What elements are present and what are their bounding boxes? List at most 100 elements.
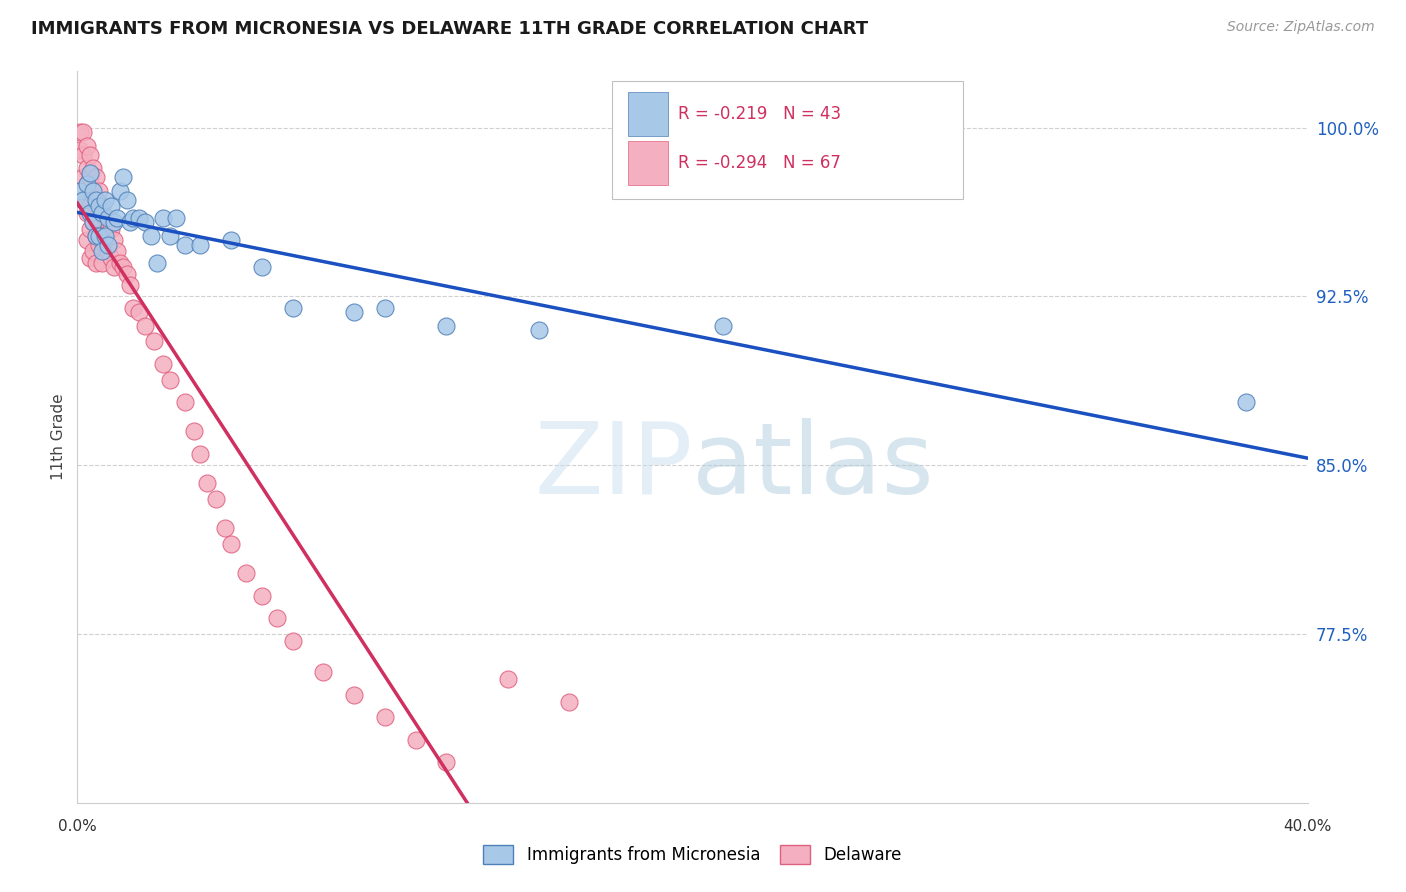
Point	[134, 215, 156, 229]
Point	[94, 211, 117, 225]
Point	[90, 228, 114, 243]
Point	[84, 170, 107, 185]
Text: atlas: atlas	[693, 417, 934, 515]
Text: ZIP: ZIP	[534, 417, 693, 515]
Point	[79, 222, 101, 236]
Point	[82, 215, 104, 229]
Point	[87, 237, 110, 252]
Point	[69, 184, 91, 198]
Point	[90, 255, 114, 269]
Point	[100, 251, 122, 265]
Point	[76, 206, 98, 220]
Point	[87, 211, 110, 225]
Point	[87, 228, 110, 243]
Point	[105, 211, 128, 225]
Point	[312, 665, 335, 680]
Point	[94, 228, 117, 243]
Legend: Immigrants from Micronesia, Delaware: Immigrants from Micronesia, Delaware	[484, 845, 901, 864]
Point	[69, 125, 91, 139]
Point	[281, 633, 304, 648]
Point	[90, 244, 114, 259]
Point	[134, 318, 156, 333]
Point	[374, 301, 396, 315]
Point	[97, 215, 120, 229]
Point	[79, 147, 101, 161]
Point	[118, 215, 141, 229]
Point	[90, 199, 114, 213]
Point	[110, 184, 132, 198]
Point	[76, 161, 98, 175]
Point	[183, 425, 205, 439]
Point	[374, 710, 396, 724]
Point	[250, 589, 273, 603]
Y-axis label: 11th Grade: 11th Grade	[51, 393, 66, 481]
Text: R = -0.294   N = 67: R = -0.294 N = 67	[678, 153, 841, 172]
Point	[79, 251, 101, 265]
Point	[115, 267, 138, 281]
Point	[219, 233, 242, 247]
Point	[527, 323, 550, 337]
Point	[97, 237, 120, 252]
Point	[195, 476, 218, 491]
Point	[72, 147, 94, 161]
Point	[84, 228, 107, 243]
Point	[112, 170, 135, 185]
Point	[174, 237, 197, 252]
Point	[87, 184, 110, 198]
Point	[79, 170, 101, 185]
Point	[152, 357, 174, 371]
Text: R = -0.219   N = 43: R = -0.219 N = 43	[678, 104, 841, 123]
Point	[110, 255, 132, 269]
Point	[146, 255, 169, 269]
Point	[82, 188, 104, 202]
Point	[72, 193, 94, 207]
Point	[188, 237, 212, 252]
Point	[82, 244, 104, 259]
Point	[115, 193, 138, 207]
Point	[159, 373, 181, 387]
Point	[343, 688, 366, 702]
Point	[121, 301, 143, 315]
Point	[79, 199, 101, 213]
Point	[266, 611, 288, 625]
Point	[87, 199, 110, 213]
Point	[94, 193, 117, 207]
Point	[69, 143, 91, 157]
Point	[219, 537, 242, 551]
Point	[235, 566, 257, 581]
Point	[76, 177, 98, 191]
Point	[84, 255, 107, 269]
Point	[128, 305, 150, 319]
Text: 0.0%: 0.0%	[58, 819, 97, 834]
Point	[97, 244, 120, 259]
Point	[174, 395, 197, 409]
Point	[405, 732, 427, 747]
Text: 40.0%: 40.0%	[1284, 819, 1331, 834]
Point	[97, 211, 120, 225]
Point	[711, 318, 734, 333]
Point	[82, 184, 104, 198]
Point	[76, 138, 98, 153]
Point	[90, 206, 114, 220]
Point	[188, 447, 212, 461]
Point	[159, 228, 181, 243]
Point	[82, 161, 104, 175]
Point	[214, 521, 236, 535]
Point	[103, 260, 125, 275]
Point	[84, 193, 107, 207]
Point	[103, 215, 125, 229]
Text: Source: ZipAtlas.com: Source: ZipAtlas.com	[1227, 20, 1375, 34]
Point	[72, 170, 94, 185]
Point	[82, 215, 104, 229]
Point	[76, 233, 98, 247]
Point	[84, 199, 107, 213]
Point	[204, 491, 226, 506]
Point	[84, 228, 107, 243]
Point	[343, 305, 366, 319]
Point	[436, 318, 458, 333]
Point	[76, 177, 98, 191]
Point	[496, 672, 519, 686]
Point	[141, 228, 163, 243]
Point	[436, 756, 458, 770]
Point	[152, 211, 174, 225]
